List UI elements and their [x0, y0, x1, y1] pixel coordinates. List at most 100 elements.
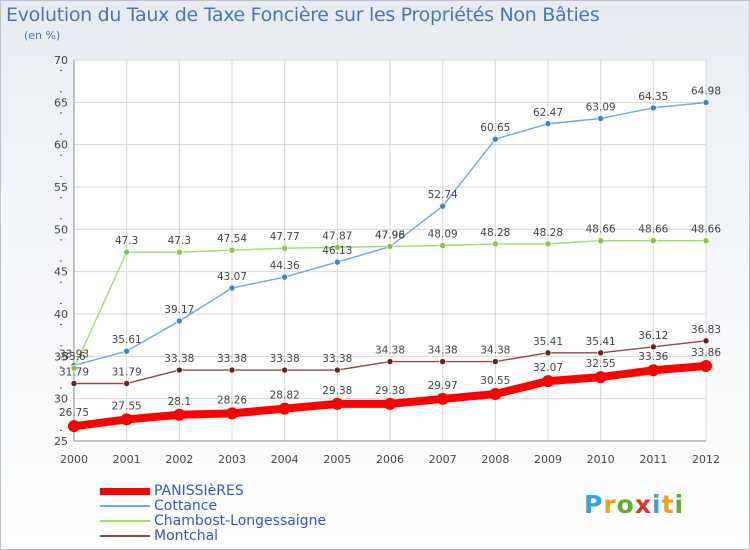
- data-labels: 26.75 27.55 28.1 28.26 28.82 29.38 29.38 29.97 3…: [59, 86, 721, 420]
- data-label: 33.38: [270, 353, 300, 365]
- data-point: [650, 343, 657, 351]
- data-label: 48.28: [480, 227, 510, 239]
- data-label: 28.82: [270, 390, 300, 402]
- data-label: 47.3: [168, 235, 191, 247]
- data-label: 47.98: [375, 229, 405, 241]
- x-tick-label: 2008: [481, 453, 509, 466]
- data-point: [492, 358, 499, 365]
- data-label: 26.75: [59, 407, 89, 419]
- data-point: [439, 242, 446, 249]
- data-label: 47.54: [217, 233, 247, 245]
- legend-label: Chambost-Longessaigne: [154, 513, 327, 529]
- x-tick-label: 2009: [534, 453, 562, 466]
- y-tick-label: 70: [54, 54, 68, 67]
- data-point: [650, 104, 657, 112]
- y-tick-label: 25: [54, 435, 68, 448]
- data-point: [597, 349, 604, 357]
- y-tick-label: 60: [54, 139, 68, 152]
- data-point: [542, 375, 554, 388]
- data-point: [439, 202, 446, 210]
- x-tick-label: 2012: [692, 453, 720, 466]
- data-label: 33.38: [164, 353, 194, 365]
- data-point: [68, 420, 80, 433]
- x-tick-label: 2004: [271, 453, 299, 466]
- data-label: 36.83: [691, 324, 721, 336]
- data-point: [228, 284, 236, 292]
- data-label: 31.79: [59, 367, 89, 379]
- data-point: [334, 258, 341, 266]
- data-point: [228, 366, 236, 374]
- legend-label: PANISSIèRES: [154, 483, 244, 499]
- data-label: 27.55: [112, 400, 142, 412]
- data-label: 28.1: [168, 396, 191, 408]
- data-label: 48.66: [691, 224, 721, 236]
- data-label: 48.66: [586, 224, 616, 236]
- data-label: 36.12: [638, 330, 668, 342]
- x-tick-label: 2006: [376, 453, 404, 466]
- y-tick-label: 30: [54, 393, 68, 406]
- data-label: 47.77: [270, 231, 300, 243]
- axes: 25 30 35 40 45 50 55 60 65 70 2000 2001 2002 2003 2004…: [54, 54, 720, 466]
- x-tick-label: 2005: [323, 453, 351, 466]
- data-point: [386, 243, 394, 250]
- data-point: [492, 135, 499, 143]
- data-label: 62.47: [533, 107, 563, 119]
- data-point: [597, 115, 604, 122]
- y-tick-label: 65: [54, 96, 68, 109]
- data-point: [331, 397, 344, 410]
- data-label: 33.93: [59, 348, 89, 360]
- data-point: [384, 397, 396, 410]
- data-label: 47.87: [322, 230, 352, 242]
- data-point: [594, 371, 607, 384]
- data-point: [176, 366, 183, 374]
- data-point: [226, 407, 238, 420]
- data-label: 34.38: [480, 345, 510, 357]
- y-tick-label: 45: [54, 266, 68, 279]
- data-label: 48.66: [638, 224, 668, 236]
- data-point: [70, 364, 78, 372]
- legend-swatch: [100, 520, 150, 522]
- legend-label: Montchal: [154, 528, 219, 544]
- data-label: 63.09: [586, 102, 616, 114]
- data-label: 29.97: [428, 380, 458, 392]
- data-label: 64.35: [638, 91, 668, 103]
- data-label: 64.98: [691, 86, 721, 98]
- data-point: [123, 380, 130, 387]
- data-point: [334, 366, 341, 374]
- data-label: 52.74: [428, 189, 458, 201]
- data-label: 34.38: [428, 345, 458, 357]
- legend-swatch: [100, 535, 150, 537]
- data-label: 33.38: [322, 353, 352, 365]
- data-point: [544, 240, 552, 248]
- data-point: [544, 120, 552, 128]
- y-tick-label: 50: [54, 223, 68, 236]
- data-label: 35.41: [586, 336, 616, 348]
- x-tick-label: 2011: [639, 453, 667, 466]
- data-point: [278, 402, 291, 415]
- data-point: [281, 273, 288, 281]
- data-label: 32.07: [533, 362, 563, 374]
- data-label: 39.17: [164, 304, 194, 316]
- data-label: 35.61: [112, 334, 142, 346]
- data-label: 29.38: [375, 385, 405, 397]
- data-label: 33.86: [691, 347, 721, 359]
- grid: [73, 59, 707, 442]
- x-tick-label: 2007: [429, 453, 457, 466]
- x-tick-label: 2002: [165, 453, 193, 466]
- data-label: 43.07: [217, 271, 247, 283]
- data-point: [176, 248, 183, 256]
- data-label: 33.36: [638, 351, 668, 363]
- proxiti-logo: Proxiti: [584, 490, 685, 519]
- y-tick-label: 40: [54, 308, 68, 321]
- x-tick-label: 2001: [113, 453, 141, 466]
- legend-label: Cottance: [154, 498, 218, 514]
- data-label: 48.28: [533, 227, 563, 239]
- legend-swatch: [100, 488, 150, 495]
- data-point: [702, 237, 710, 244]
- x-tick-label: 2010: [587, 453, 615, 466]
- data-label: 47.96: [375, 230, 405, 242]
- data-point: [439, 358, 446, 365]
- data-point: [492, 240, 499, 248]
- data-label: 32.55: [586, 358, 616, 370]
- data-point: [436, 392, 449, 405]
